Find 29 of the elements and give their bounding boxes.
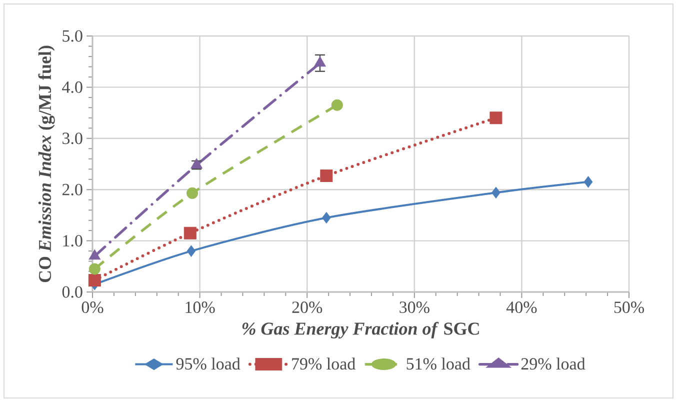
point bbox=[320, 170, 333, 182]
x-tick-label: 40% bbox=[506, 302, 537, 314]
legend-label: 51% load bbox=[406, 358, 470, 370]
point bbox=[331, 99, 343, 111]
point bbox=[88, 274, 101, 286]
y-axis-title: CO Emission Index (g/MJ fuel) bbox=[38, 46, 55, 282]
y-tick-label: 3.0 bbox=[62, 132, 82, 144]
x-tick-label: 20% bbox=[292, 302, 322, 314]
point bbox=[184, 226, 196, 240]
y-tick-label: 0.0 bbox=[62, 286, 82, 298]
legend-label: 95% load bbox=[176, 358, 240, 370]
legend-label: 29% load bbox=[521, 358, 586, 370]
x-tick-label: 10% bbox=[186, 302, 215, 314]
point bbox=[492, 186, 500, 198]
x-tick-label: 50% bbox=[614, 302, 644, 314]
x-tick-label: 0% bbox=[82, 302, 104, 314]
x-tick-label: 30% bbox=[400, 302, 430, 314]
y-tick-label: 4.0 bbox=[62, 81, 82, 93]
point bbox=[322, 212, 331, 224]
point bbox=[584, 176, 593, 188]
point bbox=[186, 245, 196, 257]
legend-label: 79% load bbox=[292, 358, 356, 370]
y-tick-label: 2.0 bbox=[62, 184, 82, 196]
point bbox=[490, 112, 502, 124]
y-tick-label: 5.0 bbox=[62, 30, 82, 42]
y-tick-label: 1.0 bbox=[63, 235, 82, 247]
x-axis-title: % Gas Energy Fraction of SGC bbox=[242, 322, 479, 338]
point bbox=[186, 187, 198, 199]
point bbox=[88, 263, 100, 275]
